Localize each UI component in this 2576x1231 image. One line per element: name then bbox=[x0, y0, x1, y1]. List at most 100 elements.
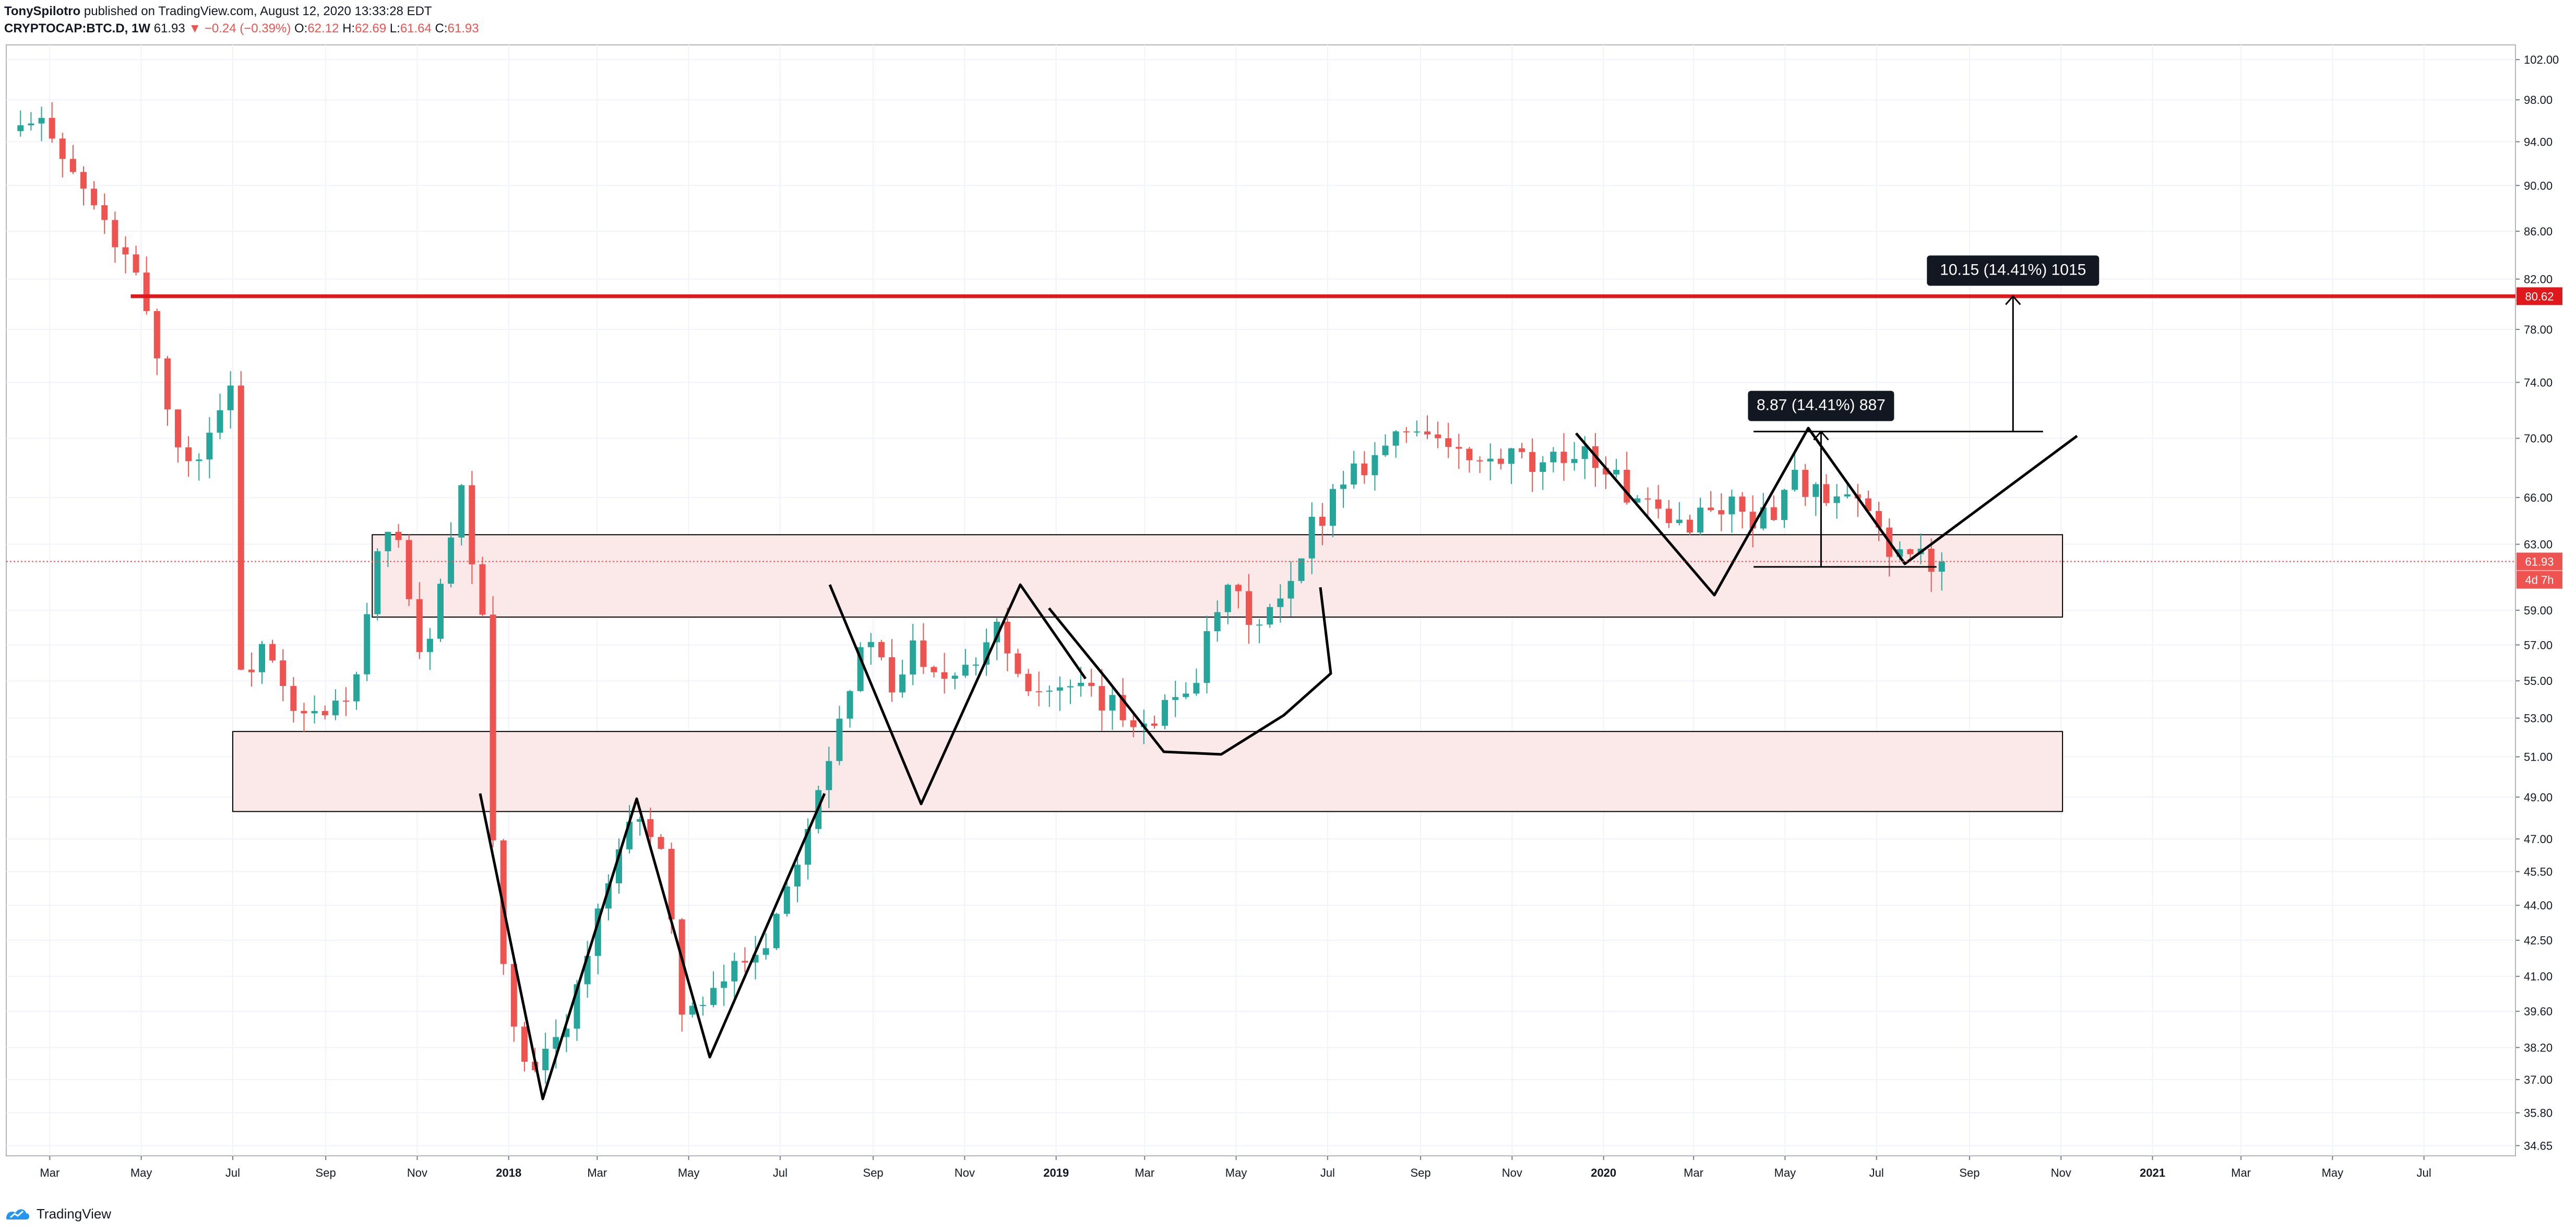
candle-body bbox=[17, 125, 24, 132]
high-label: H: bbox=[342, 21, 355, 35]
candle-body bbox=[1708, 507, 1714, 511]
x-tick-label: May bbox=[678, 1166, 700, 1179]
candle-body bbox=[920, 640, 927, 667]
candle-body bbox=[1634, 498, 1641, 503]
candle-body bbox=[521, 1026, 528, 1062]
publish-line: TonySpilotro published on TradingView.co… bbox=[4, 3, 1570, 20]
candle-body bbox=[1267, 607, 1273, 625]
y-tick-label: 47.00 bbox=[2524, 833, 2553, 846]
candle-body bbox=[164, 358, 171, 410]
candle-body bbox=[301, 711, 307, 714]
publish-info: published on TradingView.com, August 12,… bbox=[84, 4, 432, 18]
y-tick-label: 94.00 bbox=[2524, 136, 2553, 149]
symbol-line: CRYPTOCAP:BTC.D, 1W 61.93 ▼ −0.24 (−0.39… bbox=[4, 20, 1570, 38]
change-down-icon: ▼ bbox=[188, 21, 201, 35]
candle-body bbox=[1812, 484, 1819, 497]
candle-body bbox=[49, 117, 55, 139]
candle-body bbox=[1392, 431, 1399, 446]
candle-body bbox=[699, 1004, 706, 1006]
candle-body bbox=[1372, 455, 1378, 476]
candle-body bbox=[1078, 682, 1084, 686]
y-tick-label: 70.00 bbox=[2524, 432, 2553, 445]
candle-body bbox=[69, 159, 76, 172]
y-tick-label: 90.00 bbox=[2524, 179, 2553, 192]
candle-body bbox=[269, 644, 276, 660]
candle-body bbox=[647, 819, 654, 837]
candle-body bbox=[1613, 469, 1620, 475]
candle-body bbox=[321, 711, 328, 716]
candle-body bbox=[1739, 496, 1746, 512]
candle-body bbox=[1519, 448, 1525, 452]
candle-body bbox=[133, 254, 139, 273]
candle-body bbox=[1938, 561, 1945, 572]
candle-body bbox=[185, 447, 192, 461]
y-tick-label: 63.00 bbox=[2524, 538, 2553, 551]
candle-body bbox=[1844, 494, 1851, 496]
candle-body bbox=[731, 961, 738, 981]
candle-body bbox=[1728, 496, 1735, 515]
candle-body bbox=[490, 614, 496, 841]
candle-body bbox=[342, 701, 349, 702]
close-label: C: bbox=[435, 21, 448, 35]
candle-body bbox=[773, 914, 780, 949]
candle-body bbox=[217, 410, 223, 433]
candle-body bbox=[1382, 445, 1389, 455]
candle-body bbox=[1329, 489, 1336, 526]
candle-body bbox=[1025, 673, 1032, 692]
candle-body bbox=[196, 459, 202, 461]
x-tick-label: Jul bbox=[225, 1166, 240, 1179]
candle-body bbox=[1413, 431, 1420, 433]
support-zone bbox=[232, 731, 2064, 812]
measure-label-1: 8.87 (14.41%) 887 bbox=[1757, 397, 1886, 414]
x-tick-label: Nov bbox=[955, 1166, 975, 1179]
candle-body bbox=[59, 138, 66, 159]
candle-body bbox=[1214, 612, 1221, 632]
x-tick-label: Mar bbox=[1135, 1166, 1154, 1179]
candle-body bbox=[280, 660, 287, 686]
author-name[interactable]: TonySpilotro bbox=[4, 4, 81, 18]
candle-body bbox=[1928, 549, 1935, 572]
candle-body bbox=[1193, 683, 1200, 694]
candle-body bbox=[1550, 452, 1557, 463]
x-tick-label: May bbox=[130, 1166, 152, 1179]
price-axis[interactable]: 102.00 98.00 94.00 90.00 86.00 82.00 78.00 74.0… bbox=[2515, 53, 2559, 1152]
x-tick-label: Nov bbox=[2051, 1166, 2071, 1179]
pattern-line-4 bbox=[1575, 427, 2078, 597]
resistance-price-label: 80.62 bbox=[2525, 290, 2554, 303]
candle-body bbox=[1907, 549, 1914, 554]
x-tick-label: Nov bbox=[407, 1166, 427, 1179]
candle-body bbox=[1445, 438, 1452, 447]
resistance-price-box bbox=[2517, 287, 2562, 305]
candle-body bbox=[668, 849, 675, 920]
candle-body bbox=[1540, 462, 1546, 472]
y-tick-label: 41.00 bbox=[2524, 970, 2553, 983]
candle-body bbox=[941, 672, 948, 679]
candle-body bbox=[91, 188, 98, 206]
candle-body bbox=[1424, 431, 1431, 435]
candle-body bbox=[332, 701, 339, 716]
candle-body bbox=[1109, 695, 1116, 711]
y-tick-label: 39.60 bbox=[2524, 1005, 2553, 1018]
candle-body bbox=[1088, 682, 1095, 686]
candle-body bbox=[889, 657, 896, 693]
symbol-name[interactable]: CRYPTOCAP:BTC.D, 1W bbox=[4, 21, 151, 35]
tradingview-logo-icon[interactable] bbox=[4, 1205, 31, 1223]
candle-body bbox=[1067, 686, 1074, 688]
x-tick-label: Jul bbox=[1869, 1166, 1884, 1179]
candle-body bbox=[1571, 459, 1578, 463]
candle-body bbox=[1256, 624, 1263, 626]
x-tick-label: Sep bbox=[1959, 1166, 1979, 1179]
y-tick-label: 42.50 bbox=[2524, 934, 2553, 947]
price-chart[interactable]: 80.62 61.93 4d 7h 8.87 (14.41%) 887 10.15 (1… bbox=[0, 0, 2576, 1201]
candle-body bbox=[1686, 519, 1693, 533]
candle-body bbox=[1056, 687, 1063, 691]
tradingview-brand: TradingView bbox=[37, 1205, 112, 1222]
time-axis[interactable]: Mar May Jul Sep Nov 2018 Mar May Jul Sep Nov 2019 Ma… bbox=[40, 1156, 2431, 1179]
measure-label-2: 10.15 (14.41%) 1015 bbox=[1940, 261, 2086, 278]
candle-body bbox=[248, 669, 255, 672]
candle-body bbox=[1277, 598, 1284, 607]
candle-body bbox=[1487, 458, 1494, 461]
candle-body bbox=[542, 1048, 549, 1071]
overlay-lines: 80.62 61.93 4d 7h 8.87 (14.41%) 887 10.15 (1… bbox=[6, 255, 2562, 589]
candle-body bbox=[1203, 631, 1210, 683]
